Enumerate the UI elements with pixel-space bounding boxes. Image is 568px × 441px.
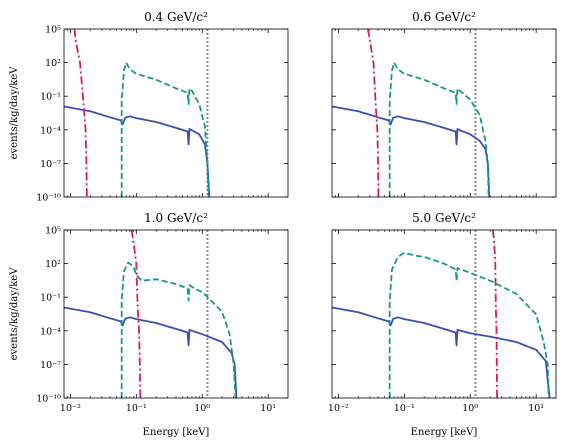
y-tick-label: 10⁵ <box>45 25 61 36</box>
y-tick-label: 10² <box>45 58 61 69</box>
y-tick-label: 10⁻¹⁰ <box>36 394 61 405</box>
x-tick-label: 10¹ <box>260 403 276 414</box>
y-axis-label-top: events/kg/day/keV <box>9 66 20 160</box>
series-line-dashdot <box>130 230 142 398</box>
y-tick-label: 10² <box>45 259 61 270</box>
series-layer <box>64 29 211 197</box>
ticks-layer: 10⁻² 10⁻¹ 10⁰ 10¹ <box>328 229 556 414</box>
y-tick-label: 10⁻⁴ <box>40 326 61 337</box>
series-line-dashdot <box>366 29 380 197</box>
ticks-layer <box>332 28 556 198</box>
panel-0: 0.4 GeV/c² 10⁻¹⁰ 10⁻⁷ 10⁻⁴ 10⁻¹ 10² 10⁵ <box>36 10 289 204</box>
x-tick-label: 10⁰ <box>462 403 478 414</box>
series-line-solid <box>332 306 551 398</box>
panel-1: 0.6 GeV/c² <box>331 10 557 198</box>
series-layer <box>332 29 491 197</box>
y-tick-label: 10⁻¹ <box>40 92 61 103</box>
x-tick-label: 10⁻¹ <box>394 403 415 414</box>
panel-2: 1.0 GeV/c² 10⁻² 10⁻¹ 10⁰ 10¹10⁻¹⁰10⁻⁷10⁻⁴10… <box>36 211 289 414</box>
panel-title: 1.0 GeV/c² <box>144 211 208 225</box>
series-line-dashdot <box>73 29 88 197</box>
y-tick-label: 10⁻⁷ <box>40 159 61 170</box>
x-axis-label-left: Energy [keV] <box>143 427 210 438</box>
ticks-layer: 10⁻¹⁰ 10⁻⁷ 10⁻⁴ 10⁻¹ 10² 10⁵ <box>36 25 288 204</box>
series-layer <box>332 230 551 398</box>
y-tick-label: 10⁵ <box>45 226 61 237</box>
series-line-dashed <box>388 252 550 398</box>
series-line-solid <box>64 306 238 398</box>
x-tick-label: 10⁻² <box>328 403 349 414</box>
x-tick-label: 10¹ <box>528 403 544 414</box>
series-layer <box>64 230 238 398</box>
panel-3: 5.0 GeV/c² 10⁻² 10⁻¹ 10⁰ 10¹ <box>328 211 557 414</box>
series-line-solid <box>332 105 491 197</box>
y-axis-label-bottom: events/kg/day/keV <box>9 267 20 361</box>
y-tick-label: 10⁻¹ <box>40 293 61 304</box>
panel-title: 5.0 GeV/c² <box>412 211 476 225</box>
series-line-dashdot <box>491 230 498 398</box>
series-line-dashed <box>120 61 210 197</box>
x-tick-label: 10⁰ <box>194 403 210 414</box>
panel-title: 0.4 GeV/c² <box>144 10 208 24</box>
x-tick-label: 10⁻² <box>60 403 81 414</box>
x-tick-label: 10⁻¹ <box>126 403 147 414</box>
x-axis-label-right: Energy [keV] <box>411 427 478 438</box>
y-tick-label: 10⁻¹⁰ <box>36 193 61 204</box>
series-line-dashed <box>120 261 237 398</box>
series-line-solid <box>64 105 211 197</box>
panel-title: 0.6 GeV/c² <box>412 10 476 24</box>
y-tick-label: 10⁻⁷ <box>40 360 61 371</box>
series-line-dashed <box>388 61 490 197</box>
y-tick-label: 10⁻⁴ <box>40 125 61 136</box>
ticks-layer: 10⁻² 10⁻¹ 10⁰ 10¹ 10⁻¹⁰ 10⁻⁷ 10⁻⁴ 10⁻¹ 10² 10⁵ <box>36 226 288 414</box>
